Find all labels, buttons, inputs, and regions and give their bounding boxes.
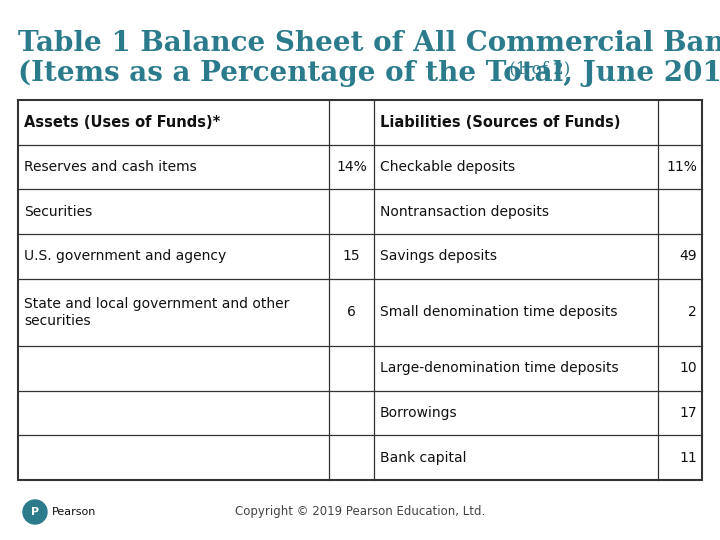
- Text: Small denomination time deposits: Small denomination time deposits: [379, 305, 617, 319]
- Text: 11%: 11%: [666, 160, 697, 174]
- Text: Table 1 Balance Sheet of All Commercial Banks: Table 1 Balance Sheet of All Commercial …: [18, 30, 720, 57]
- Text: (Items as a Percentage of the Total, June 2017: (Items as a Percentage of the Total, Jun…: [18, 60, 720, 87]
- Text: Large-denomination time deposits: Large-denomination time deposits: [379, 361, 618, 375]
- Text: Savings deposits: Savings deposits: [379, 249, 497, 264]
- Text: Pearson: Pearson: [52, 507, 96, 517]
- Text: 11: 11: [679, 451, 697, 464]
- Text: Liabilities (Sources of Funds): Liabilities (Sources of Funds): [379, 115, 620, 130]
- Text: 10: 10: [680, 361, 697, 375]
- Text: Securities: Securities: [24, 205, 92, 219]
- Text: Copyright © 2019 Pearson Education, Ltd.: Copyright © 2019 Pearson Education, Ltd.: [235, 505, 485, 518]
- Text: 6: 6: [347, 305, 356, 319]
- Text: U.S. government and agency: U.S. government and agency: [24, 249, 226, 264]
- Text: Reserves and cash items: Reserves and cash items: [24, 160, 197, 174]
- Text: Assets (Uses of Funds)*: Assets (Uses of Funds)*: [24, 115, 220, 130]
- Text: Bank capital: Bank capital: [379, 451, 466, 464]
- Text: (1 of 2): (1 of 2): [504, 60, 570, 77]
- Text: Borrowings: Borrowings: [379, 406, 457, 420]
- Text: Nontransaction deposits: Nontransaction deposits: [379, 205, 549, 219]
- Bar: [18, 100, 702, 480]
- Text: 49: 49: [680, 249, 697, 264]
- Text: 14%: 14%: [336, 160, 366, 174]
- Text: 15: 15: [343, 249, 360, 264]
- Text: 2: 2: [688, 305, 697, 319]
- Text: P: P: [31, 507, 39, 517]
- Text: Checkable deposits: Checkable deposits: [379, 160, 515, 174]
- Text: 17: 17: [680, 406, 697, 420]
- Circle shape: [23, 500, 47, 524]
- Text: State and local government and other
securities: State and local government and other sec…: [24, 296, 289, 328]
